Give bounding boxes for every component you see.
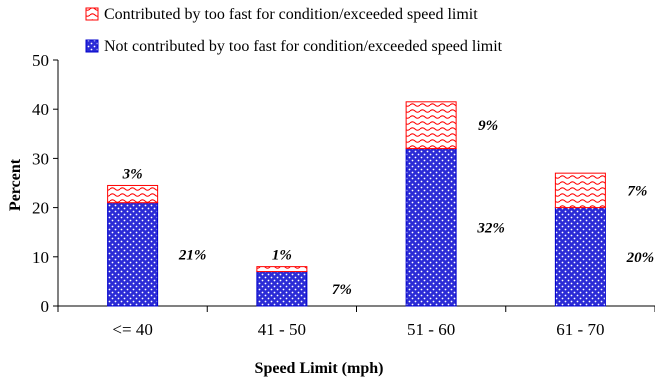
bar-segment-contributed	[554, 172, 606, 209]
bar-segment-not-contributed	[256, 271, 308, 307]
data-label-not-contributed: 7%	[332, 282, 352, 298]
y-tick-label: 10	[32, 248, 49, 267]
legend-swatch-contributed	[85, 7, 99, 21]
y-tick-label: 30	[32, 149, 49, 168]
x-tick-label: 61 - 70	[556, 320, 604, 339]
data-label-contributed: 7%	[627, 183, 647, 199]
legend-label-not-contributed: Not contributed by too fast for conditio…	[104, 38, 503, 55]
axes: 0 10 20 30 40 50 <= 40 41 - 50 51 - 60 61 - 70	[32, 51, 655, 339]
bar-segment-not-contributed	[405, 148, 457, 307]
y-tick-label: 0	[41, 297, 50, 316]
bar-segment-not-contributed	[554, 207, 606, 307]
legend: Contributed by too fast for condition/ex…	[85, 6, 503, 55]
data-label-not-contributed: 20%	[626, 250, 655, 266]
x-tick-label: <= 40	[112, 320, 152, 339]
bar-segment-not-contributed	[107, 202, 159, 307]
x-tick-label: 41 - 50	[258, 320, 306, 339]
bar-segment-contributed	[405, 101, 457, 150]
x-axis-title: Speed Limit (mph)	[255, 360, 384, 377]
data-label-not-contributed: 21%	[178, 247, 207, 263]
legend-item-not-contributed: Not contributed by too fast for conditio…	[85, 38, 503, 55]
legend-item-contributed: Contributed by too fast for condition/ex…	[85, 6, 478, 23]
x-tick-label: 51 - 60	[407, 320, 455, 339]
bars	[107, 101, 606, 307]
data-label-contributed: 3%	[122, 166, 143, 182]
data-label-contributed: 9%	[478, 118, 498, 134]
legend-swatch-not-contributed	[85, 39, 99, 53]
legend-label-contributed: Contributed by too fast for condition/ex…	[104, 6, 478, 23]
bar-segment-contributed	[107, 184, 159, 204]
data-label-contributed: 1%	[272, 248, 292, 264]
y-tick-label: 20	[32, 199, 49, 218]
bar-segment-contributed	[256, 266, 308, 273]
y-axis-title: Percent	[7, 158, 24, 211]
data-label-not-contributed: 32%	[476, 220, 505, 236]
y-tick-label: 40	[32, 100, 49, 119]
data-labels: 21% 3% 7% 1% 32% 9% 20% 7%	[122, 118, 655, 298]
y-tick-label: 50	[32, 51, 49, 70]
